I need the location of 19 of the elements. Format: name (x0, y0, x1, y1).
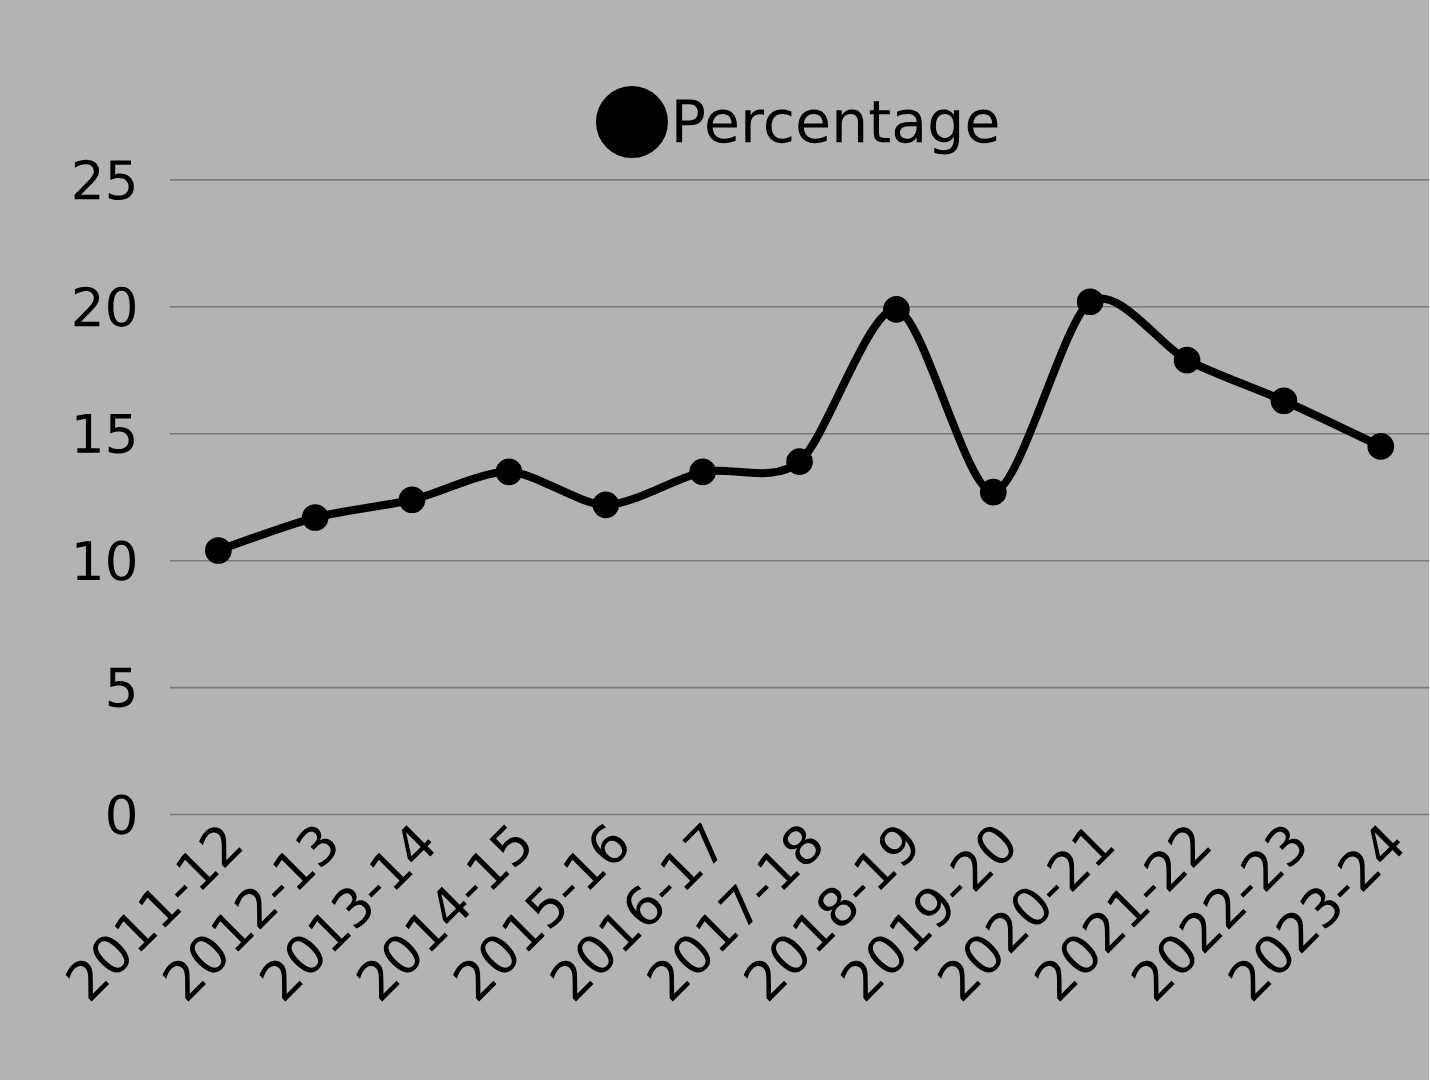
y-tick-label: 25 (74, 159, 134, 200)
point (1076, 288, 1104, 315)
point (786, 448, 813, 475)
point (592, 491, 620, 518)
point (1270, 387, 1298, 414)
y-tick-label: 15 (76, 413, 134, 454)
y-tick-label: 10 (76, 540, 135, 581)
point (205, 537, 232, 564)
point (1173, 346, 1201, 374)
y-tick-label: 5 (108, 667, 134, 708)
point (689, 458, 717, 485)
point (495, 458, 523, 485)
point (979, 478, 1007, 506)
y-tick-label: 20 (74, 286, 135, 327)
point (883, 295, 910, 323)
legend-label: Percentage (676, 99, 998, 155)
point (1367, 432, 1395, 460)
point (301, 504, 329, 531)
point (398, 486, 426, 513)
